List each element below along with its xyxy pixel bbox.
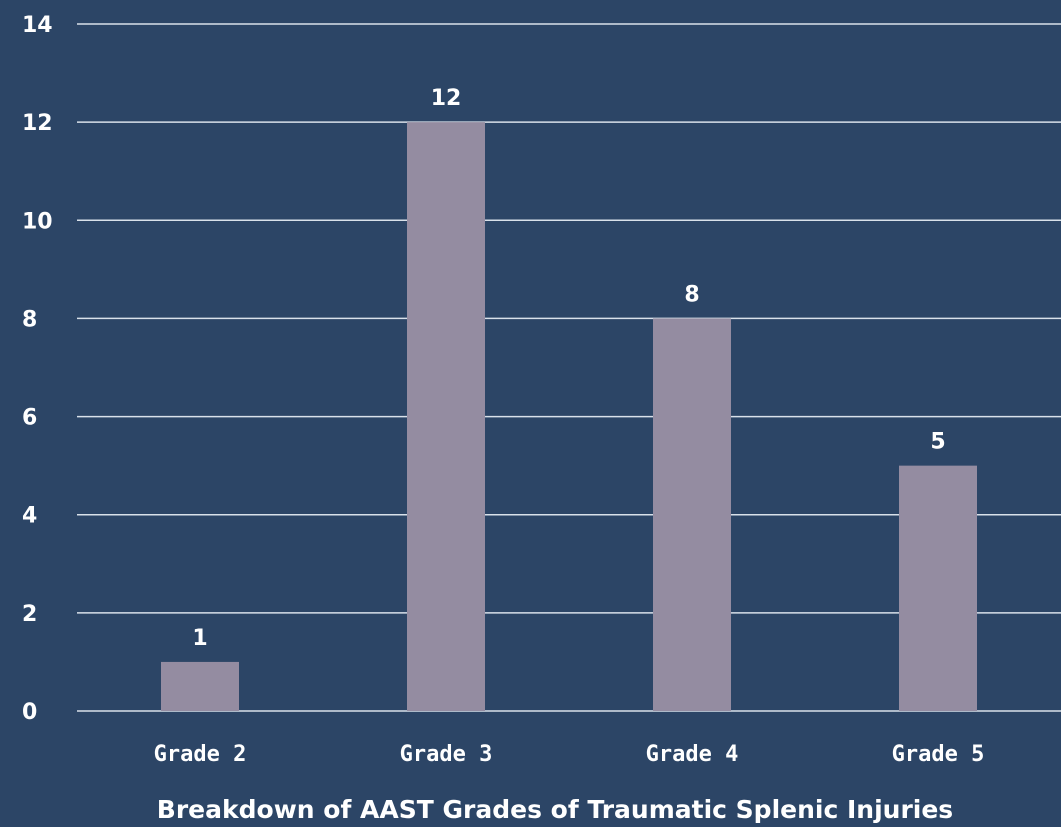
bar (653, 318, 731, 711)
y-tick-label: 14 (22, 13, 53, 38)
y-tick-label: 8 (22, 307, 37, 332)
data-label: 5 (930, 430, 945, 455)
y-tick-label: 10 (22, 209, 53, 234)
x-tick-label: Grade 4 (646, 742, 739, 767)
data-label: 12 (431, 86, 462, 111)
y-tick-label: 6 (22, 406, 37, 431)
y-tick-label: 4 (22, 504, 37, 529)
x-tick-label: Grade 3 (400, 742, 493, 767)
y-axis-tick-labels: 0 2 4 6 8 10 12 14 (22, 13, 53, 725)
y-tick-label: 0 (22, 700, 37, 725)
x-tick-label: Grade 2 (154, 742, 247, 767)
data-label: 8 (684, 282, 699, 307)
bar (161, 661, 239, 711)
data-label: 1 (192, 626, 207, 651)
gridlines (77, 23, 1061, 712)
x-axis-title: Breakdown of AAST Grades of Traumatic Sp… (157, 795, 953, 824)
x-tick-label: Grade 5 (892, 742, 985, 767)
y-tick-label: 12 (22, 111, 53, 136)
x-axis-tick-labels: Grade 2 Grade 3 Grade 4 Grade 5 (154, 742, 985, 767)
bars (161, 122, 977, 711)
y-tick-label: 2 (22, 602, 37, 627)
data-labels: 1 12 8 5 (192, 86, 945, 651)
bar (899, 465, 977, 711)
bar (407, 122, 485, 711)
